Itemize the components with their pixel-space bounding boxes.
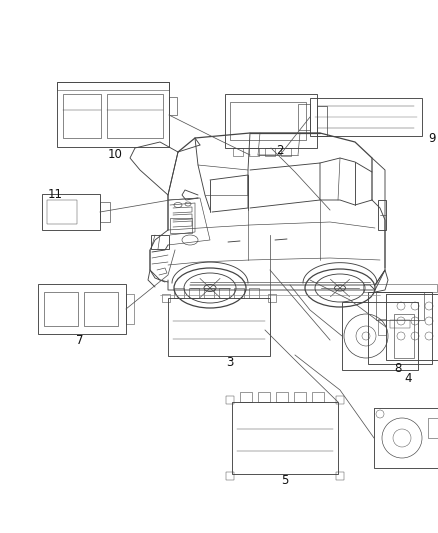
Bar <box>204 288 214 298</box>
Bar <box>63 94 101 138</box>
Bar <box>368 292 432 364</box>
Bar <box>126 294 134 324</box>
Text: 5: 5 <box>281 473 289 487</box>
Bar <box>294 392 306 402</box>
Bar <box>342 302 418 370</box>
Bar <box>249 148 259 156</box>
Bar <box>298 104 310 130</box>
Bar <box>336 396 344 404</box>
Text: 9: 9 <box>428 132 436 144</box>
Bar <box>230 102 306 140</box>
Bar <box>151 235 169 249</box>
Bar <box>378 200 386 230</box>
Bar <box>374 408 438 468</box>
Bar <box>312 392 324 402</box>
Text: 2: 2 <box>276 143 284 157</box>
Bar <box>376 292 424 320</box>
Bar <box>317 106 327 136</box>
Bar <box>276 392 288 402</box>
Bar <box>226 396 234 404</box>
Bar <box>168 298 270 356</box>
Text: 11: 11 <box>47 189 63 201</box>
Bar <box>107 94 163 138</box>
Bar <box>38 284 126 334</box>
Bar <box>428 418 438 438</box>
Bar <box>386 294 438 360</box>
Bar <box>42 194 100 230</box>
Bar <box>189 288 199 298</box>
Bar <box>240 392 252 402</box>
Text: 10: 10 <box>108 149 123 161</box>
Bar <box>162 294 170 302</box>
Bar <box>258 392 270 402</box>
Text: 3: 3 <box>226 356 234 368</box>
Bar <box>169 97 177 115</box>
Bar <box>394 314 414 358</box>
Bar <box>47 200 77 224</box>
Text: 7: 7 <box>76 334 84 346</box>
Bar <box>57 82 169 90</box>
Bar <box>174 288 184 298</box>
Bar <box>363 284 437 292</box>
Bar <box>268 294 276 302</box>
Bar <box>225 94 317 148</box>
Bar <box>44 292 78 326</box>
Bar <box>226 472 234 480</box>
Bar <box>234 288 244 298</box>
Bar <box>390 320 410 328</box>
Text: 4: 4 <box>404 372 412 384</box>
Bar <box>265 148 275 156</box>
Bar <box>378 319 386 335</box>
Bar <box>281 148 291 156</box>
Bar <box>219 288 229 298</box>
Text: 8: 8 <box>394 361 402 375</box>
Bar <box>57 82 169 147</box>
Bar <box>84 292 118 326</box>
Bar <box>100 202 110 222</box>
Bar <box>249 288 259 298</box>
Bar <box>233 148 243 156</box>
Bar <box>310 98 422 136</box>
Bar <box>170 218 192 233</box>
Bar <box>232 402 338 474</box>
Bar <box>336 472 344 480</box>
